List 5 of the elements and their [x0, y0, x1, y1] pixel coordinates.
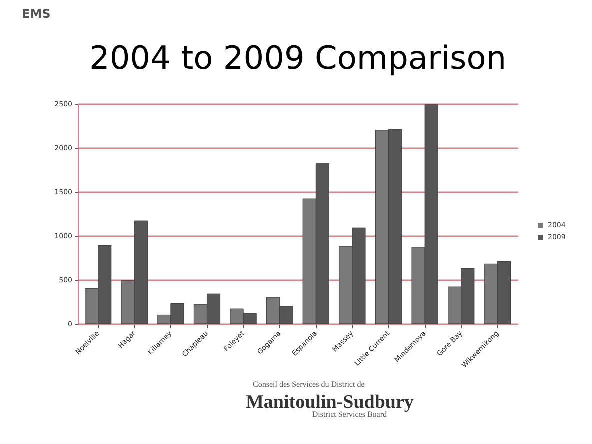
text: EMS — [22, 7, 51, 21]
chart-title: 2004 to 2009 Comparison — [89, 39, 507, 77]
text: District Services Board — [312, 410, 387, 419]
text: Conseil des Services du District de — [253, 380, 366, 389]
text: Manitoulin-Sudbury — [246, 392, 414, 413]
